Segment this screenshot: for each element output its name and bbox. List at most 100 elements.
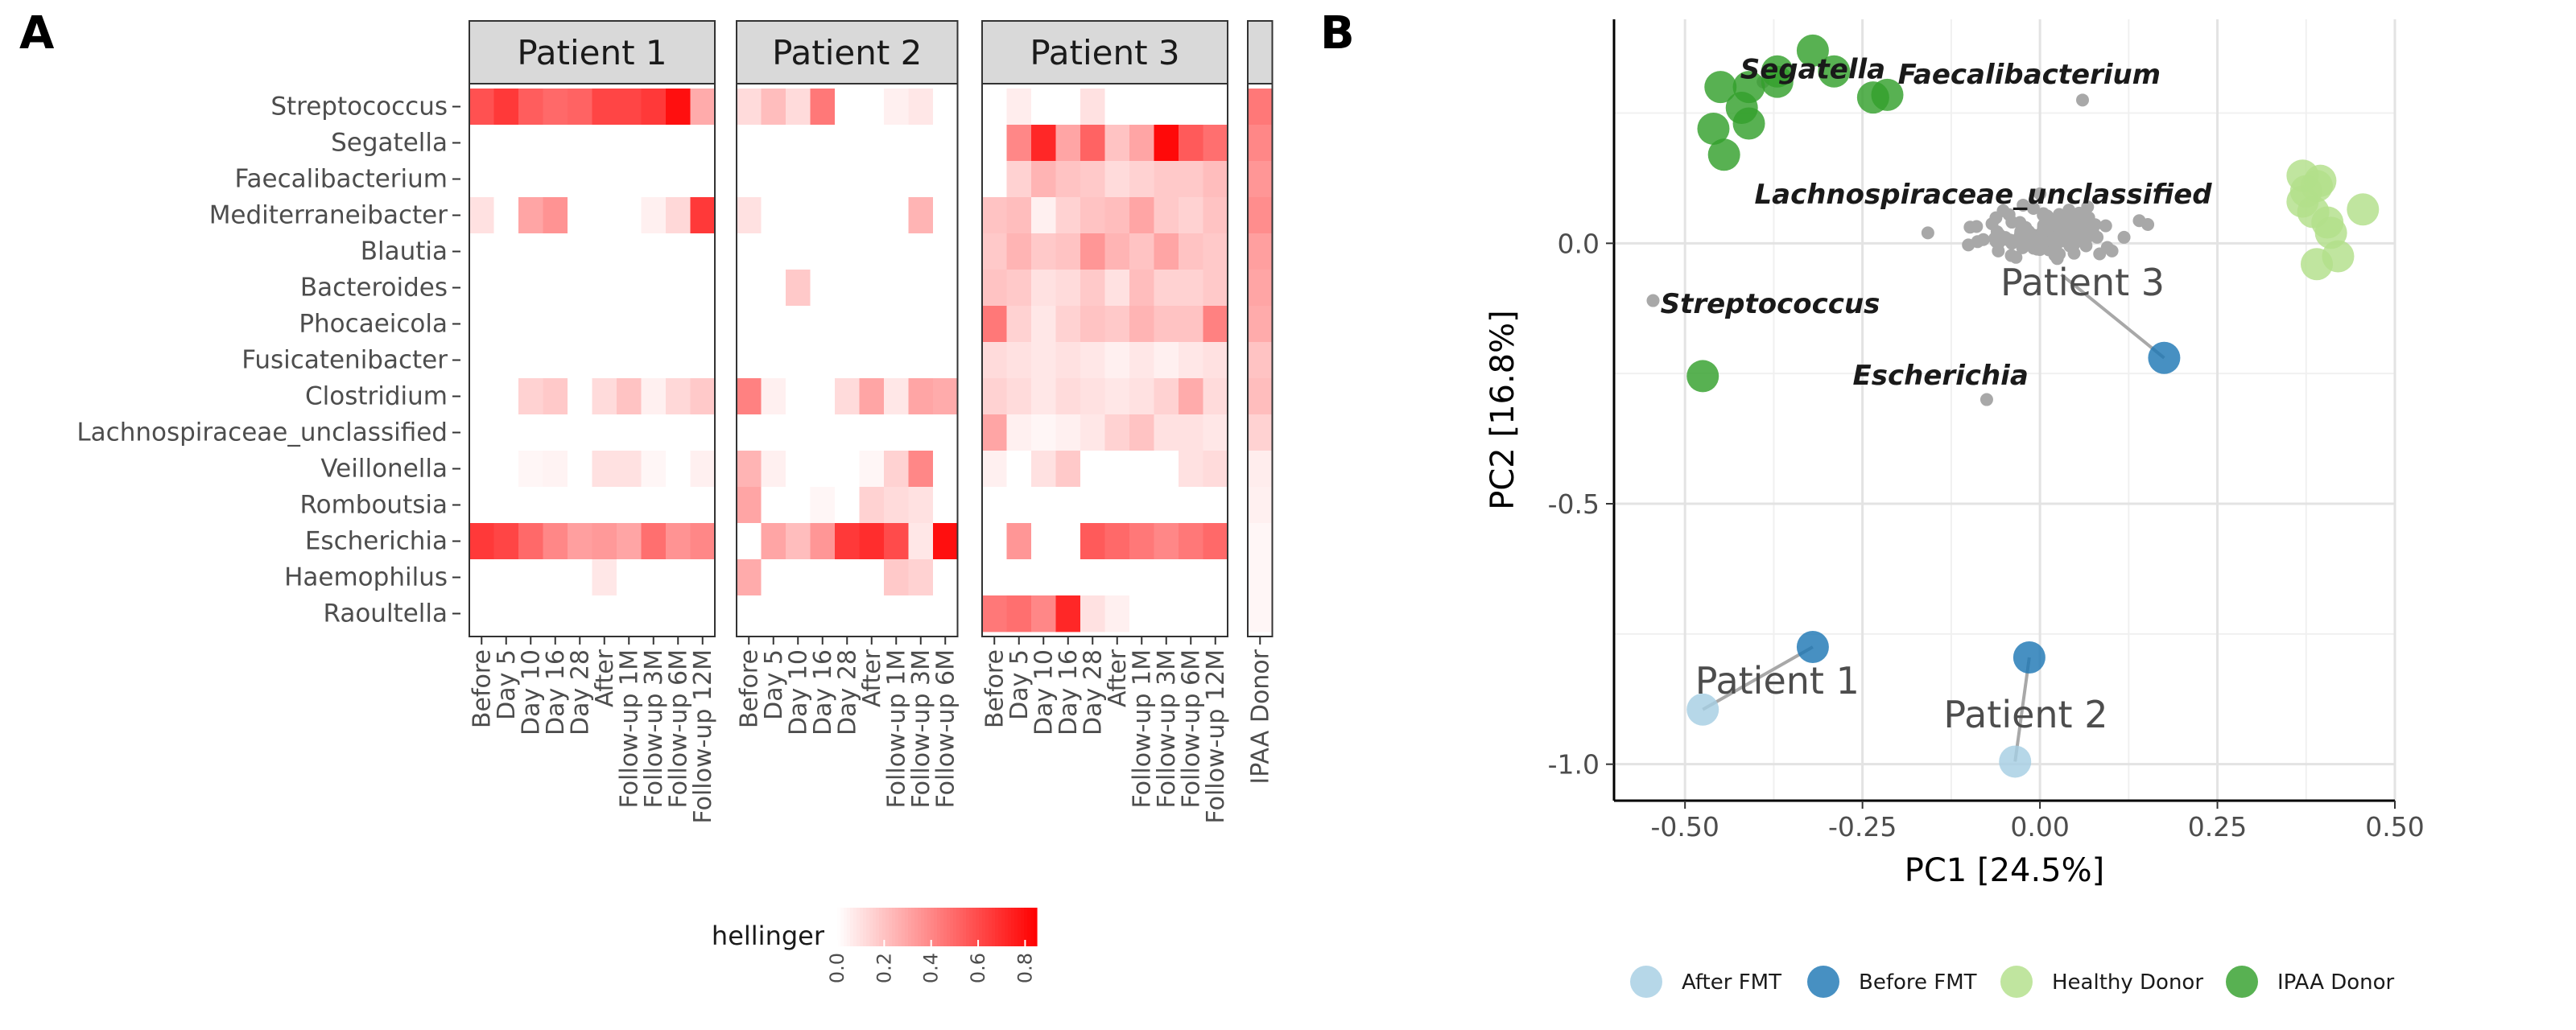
legend-gradient-step [905,908,909,946]
patient-label: Patient 1 [1695,659,1860,702]
row-label: Fusicatenibacter [242,346,448,375]
heatmap-cell [859,125,885,162]
taxon-point [2037,208,2050,222]
column-label: Follow-up 3M [640,649,668,809]
heatmap-cell [1006,125,1032,162]
heatmap-cell [617,89,642,126]
heatmap-cell [518,89,543,126]
heatmap-cell [617,161,642,198]
column-label: Before [468,649,496,728]
heatmap-cell [1129,233,1154,270]
heatmap-cell [543,451,568,488]
heatmap-cell [835,414,860,451]
x-tick-label: 0.50 [2365,811,2424,843]
heatmap-cell [690,414,716,451]
heatmap-cell [884,451,909,488]
heatmap-cell [1203,197,1228,234]
heatmap-cell [641,595,667,632]
legend-gradient-step [1014,908,1018,946]
heatmap-cell [543,89,568,126]
heatmap-cell [1080,487,1105,524]
column-label: Day 5 [493,649,521,720]
heatmap-cell [469,559,494,596]
taxon-point [2074,220,2088,234]
heatmap-cell [641,414,667,451]
legend-gradient-step [863,908,867,946]
heatmap-cell [518,523,543,560]
legend-key [1630,966,1662,998]
heatmap-cell [1080,342,1105,379]
sample-point [1796,34,1829,67]
heatmap-cell [617,233,642,270]
heatmap-cell [690,523,716,560]
heatmap-cell [617,125,642,162]
heatmap-cell [1248,270,1273,307]
heatmap-cell [690,342,716,379]
heatmap-cell [1203,487,1228,524]
heatmap-cell [690,378,716,415]
sample-point [1999,745,2032,778]
heatmap-cell [666,378,691,415]
heatmap-cell [908,342,934,379]
heatmap-cell [908,161,934,198]
heatmap-cell [1055,487,1081,524]
column-label: Follow-up 1M [1128,649,1156,809]
heatmap-cell [469,342,494,379]
heatmap-cell [737,523,762,560]
heatmap-cell [543,270,568,307]
heatmap-cell [982,233,1007,270]
heatmap-cell [1080,125,1105,162]
heatmap-cell [1006,161,1032,198]
heatmap-cell [469,270,494,307]
sample-point [1686,693,1719,726]
taxon-point [2105,244,2119,258]
heatmap-cell [543,378,568,415]
legend-gradient-step [886,908,890,946]
heatmap-cell [933,378,958,415]
heatmap-cell [1080,378,1105,415]
heatmap-cell [1104,89,1130,126]
row-label: Segatella [331,129,448,158]
heatmap-cell [810,233,836,270]
heatmap-cell [786,89,811,126]
heatmap-cell [933,451,958,488]
legend-gradient-step [982,908,986,946]
heatmap-cell [617,487,642,524]
heatmap-cell [1154,197,1179,234]
taxon-label: Lachnospiraceae_unclassified [1754,179,2212,211]
legend-tick-label: 0.0 [826,953,848,983]
heatmap-cell [617,306,642,343]
legend-gradient-step [956,908,960,946]
heatmap-cell [737,233,762,270]
heatmap-cell [666,125,691,162]
sample-point [2013,641,2046,674]
heatmap-cell [568,378,592,415]
taxon-point [2035,225,2049,239]
heatmap-cell [493,233,519,270]
heatmap-cell [835,378,860,415]
heatmap-cell [835,270,860,307]
legend-gradient-step [963,908,967,946]
legend-tick-label: 0.8 [1013,953,1036,983]
heatmap-cell [543,487,568,524]
heatmap-cell [1031,233,1056,270]
legend-gradient-step [1021,908,1025,946]
heatmap-cell [933,89,958,126]
heatmap-cell [859,378,885,415]
facet-border [469,83,716,637]
heatmap-cell [1248,89,1273,126]
heatmap-cell [737,559,762,596]
heatmap-cell [1203,559,1228,596]
heatmap-cell [568,125,592,162]
heatmap-cell [592,197,617,234]
facet-strip [736,20,959,84]
heatmap-cell [592,125,617,162]
heatmap-cell [1006,270,1032,307]
heatmap-cell [543,125,568,162]
legend-gradient-step [937,908,941,946]
heatmap-cell [982,451,1007,488]
heatmap-cell [908,125,934,162]
taxon-label: Segatella [1740,53,1885,85]
heatmap-cell [493,306,519,343]
heatmap-cell [1006,89,1032,126]
